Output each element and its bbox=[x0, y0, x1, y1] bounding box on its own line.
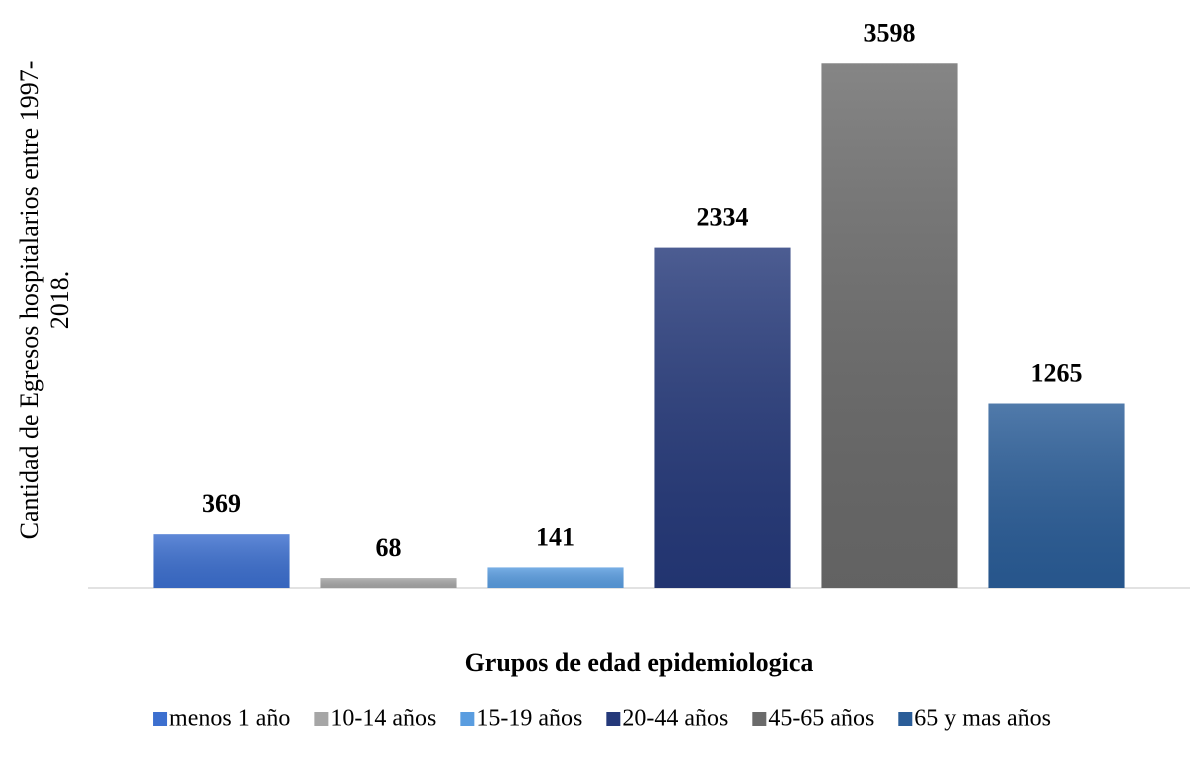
y-axis-title-line: 2018. bbox=[45, 271, 74, 330]
data-label: 1265 bbox=[1031, 358, 1083, 387]
bar-shade bbox=[988, 403, 1125, 588]
legend: menos 1 año 10-14 años 15-19 años 20-44 año… bbox=[153, 706, 1051, 732]
legend-label: menos 1 año bbox=[169, 706, 290, 732]
data-label: 3598 bbox=[864, 18, 916, 47]
legend-swatch bbox=[460, 712, 475, 726]
bar-shade bbox=[153, 534, 290, 588]
legend-swatch bbox=[752, 712, 767, 726]
legend-swatch bbox=[153, 712, 168, 726]
legend-swatch bbox=[606, 712, 621, 726]
bar-shade bbox=[487, 567, 624, 588]
bar-shade bbox=[654, 247, 791, 588]
data-label: 2334 bbox=[697, 203, 749, 232]
legend-label: 65 y mas años bbox=[914, 706, 1051, 732]
data-label: 141 bbox=[536, 522, 575, 551]
y-axis-title-line: Cantidad de Egresos hospitalarios entre … bbox=[15, 61, 44, 540]
x-axis-title: Grupos de edad epidemiologica bbox=[465, 648, 814, 677]
bar-shade bbox=[821, 63, 958, 588]
legend-swatch bbox=[898, 712, 913, 726]
data-label: 369 bbox=[202, 489, 241, 518]
legend-label: 45-65 años bbox=[768, 706, 874, 732]
data-label: 68 bbox=[376, 533, 402, 562]
y-axis-title: Cantidad de Egresos hospitalarios entre … bbox=[15, 61, 74, 540]
legend-label: 20-44 años bbox=[622, 706, 728, 732]
bar-shade bbox=[320, 578, 457, 588]
legend-label: 15-19 años bbox=[476, 706, 582, 732]
legend-label: 10-14 años bbox=[330, 706, 436, 732]
legend-swatch bbox=[314, 712, 329, 726]
